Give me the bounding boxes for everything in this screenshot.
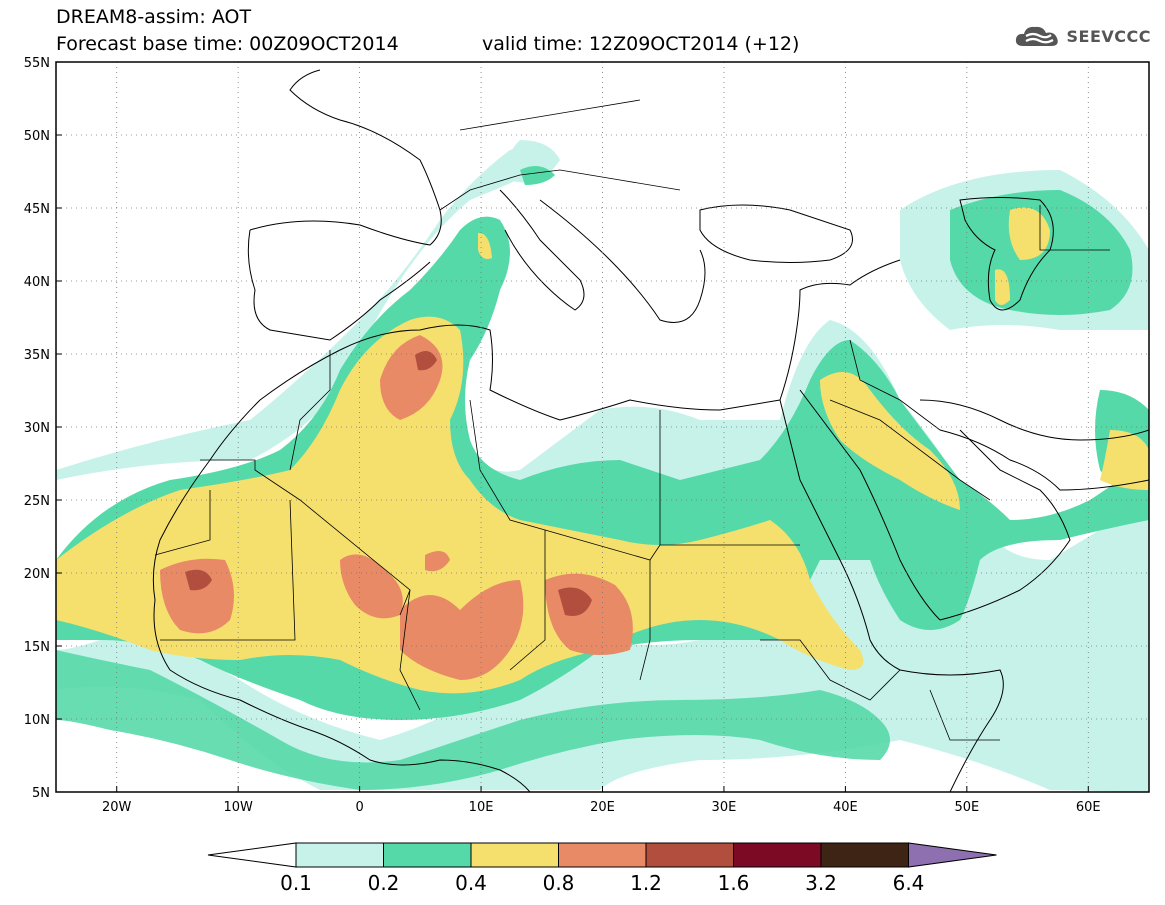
map-title: DREAM8-assim: AOT bbox=[56, 6, 252, 28]
aot-region bbox=[1100, 430, 1149, 490]
lon-tick-label: 0 bbox=[355, 800, 363, 815]
colorbar-label: 0.2 bbox=[368, 871, 400, 895]
lat-tick-label: 35N bbox=[24, 348, 50, 363]
aot-region bbox=[340, 554, 403, 619]
border bbox=[760, 639, 901, 701]
lon-tick-label: 50E bbox=[954, 800, 979, 815]
coastline-black-sea bbox=[699, 204, 853, 263]
colorbar-label: 0.4 bbox=[455, 871, 487, 895]
coastline-iberia-south bbox=[247, 229, 431, 341]
longitude-labels: 20W 10W 0 10E 20E 30E 40E 50E 60E bbox=[102, 786, 1101, 815]
coastline-iberia-europe bbox=[249, 69, 442, 246]
coastline-persian-gulf-north bbox=[919, 399, 1149, 441]
cloud-icon bbox=[1015, 26, 1058, 46]
aot-level-1.2 bbox=[185, 351, 592, 616]
border bbox=[929, 689, 1000, 741]
aot-region bbox=[160, 558, 234, 634]
lat-tick-label: 50N bbox=[24, 129, 50, 144]
aot-region bbox=[415, 351, 437, 371]
coastline-italy bbox=[499, 189, 585, 311]
lat-tick-label: 45N bbox=[24, 202, 50, 217]
lat-tick-label: 10N bbox=[24, 713, 50, 728]
border bbox=[469, 399, 661, 561]
lat-tick-label: 55N bbox=[24, 56, 50, 71]
aot-region bbox=[185, 569, 212, 591]
seevccc-logo: SEEVCCC bbox=[1013, 22, 1152, 50]
coastline-arabia bbox=[939, 429, 1071, 621]
valid-time: valid time: 12Z09OCT2014 (+12) bbox=[482, 33, 800, 55]
aot-region bbox=[400, 580, 524, 680]
border bbox=[659, 410, 800, 546]
lat-tick-label: 40N bbox=[24, 275, 50, 290]
coastline-balkans bbox=[539, 199, 706, 323]
colorbar-segment bbox=[470, 842, 559, 868]
colorbar-segment bbox=[645, 842, 734, 868]
colorbar-over-triangle bbox=[908, 842, 997, 868]
colorbar-segment bbox=[558, 842, 647, 868]
coastline-horn-of-africa bbox=[899, 669, 1004, 792]
lon-tick-label: 10W bbox=[223, 800, 253, 815]
border bbox=[459, 99, 641, 131]
border bbox=[200, 459, 411, 616]
aot-region bbox=[520, 166, 555, 185]
aot-region bbox=[56, 146, 560, 480]
graticule bbox=[56, 62, 1149, 792]
aot-region bbox=[558, 587, 592, 616]
colorbar-segment bbox=[383, 842, 472, 868]
aot-region bbox=[820, 372, 960, 510]
lon-tick-label: 40E bbox=[833, 800, 858, 815]
coastline-west-africa bbox=[152, 349, 531, 792]
border bbox=[439, 169, 681, 211]
logo-text: SEEVCCC bbox=[1066, 26, 1151, 46]
coastline-red-sea-west bbox=[779, 399, 901, 671]
coastline-red-sea-east bbox=[799, 389, 941, 621]
border bbox=[509, 530, 546, 671]
lat-tick-label: 5N bbox=[32, 786, 50, 801]
lon-tick-label: 30E bbox=[712, 800, 737, 815]
aot-region bbox=[56, 316, 864, 694]
colorbar-label: 1.6 bbox=[718, 871, 750, 895]
lon-tick-label: 60E bbox=[1076, 800, 1101, 815]
lon-tick-label: 20E bbox=[590, 800, 615, 815]
colorbar-label: 1.2 bbox=[630, 871, 662, 895]
colorbar-segment bbox=[295, 842, 384, 868]
colorbar-label: 0.1 bbox=[280, 871, 312, 895]
coastline-levant bbox=[779, 259, 901, 401]
border bbox=[289, 350, 331, 471]
aot-region bbox=[995, 269, 1010, 305]
border bbox=[849, 339, 941, 431]
coastlines bbox=[152, 69, 1149, 792]
colorbar-label: 3.2 bbox=[805, 871, 837, 895]
colorbar-segment bbox=[820, 842, 909, 868]
border bbox=[160, 499, 296, 641]
lon-tick-label: 20W bbox=[102, 800, 132, 815]
forecast-base-time: Forecast base time: 00Z09OCT2014 bbox=[56, 33, 399, 55]
coastline-caspian bbox=[959, 197, 1054, 311]
coastline-persian-gulf bbox=[939, 429, 1149, 491]
lat-tick-label: 30N bbox=[24, 421, 50, 436]
colorbar-segment bbox=[733, 842, 822, 868]
aot-region bbox=[56, 650, 890, 790]
lon-tick-label: 10E bbox=[469, 800, 494, 815]
border bbox=[399, 589, 421, 711]
aot-level-0.4 bbox=[56, 207, 1149, 694]
border bbox=[639, 560, 651, 681]
coastline-north-africa bbox=[339, 324, 781, 421]
latitude-labels: 55N 50N 45N 40N 35N 30N 25N 20N 15N 10N 5N bbox=[24, 56, 62, 801]
aot-region bbox=[478, 232, 492, 259]
border bbox=[154, 490, 211, 556]
country-borders bbox=[154, 99, 1110, 741]
border bbox=[1039, 205, 1110, 251]
aot-region bbox=[425, 551, 450, 572]
colorbar: 0.1 0.2 0.4 0.8 1.2 1.6 3.2 6.4 bbox=[207, 842, 997, 895]
colorbar-label: 6.4 bbox=[893, 871, 925, 895]
colorbar-under-triangle bbox=[207, 842, 297, 868]
lat-tick-label: 20N bbox=[24, 567, 50, 582]
lat-tick-label: 25N bbox=[24, 494, 50, 509]
colorbar-label: 0.8 bbox=[543, 871, 575, 895]
border bbox=[829, 399, 991, 501]
lat-tick-label: 15N bbox=[24, 640, 50, 655]
